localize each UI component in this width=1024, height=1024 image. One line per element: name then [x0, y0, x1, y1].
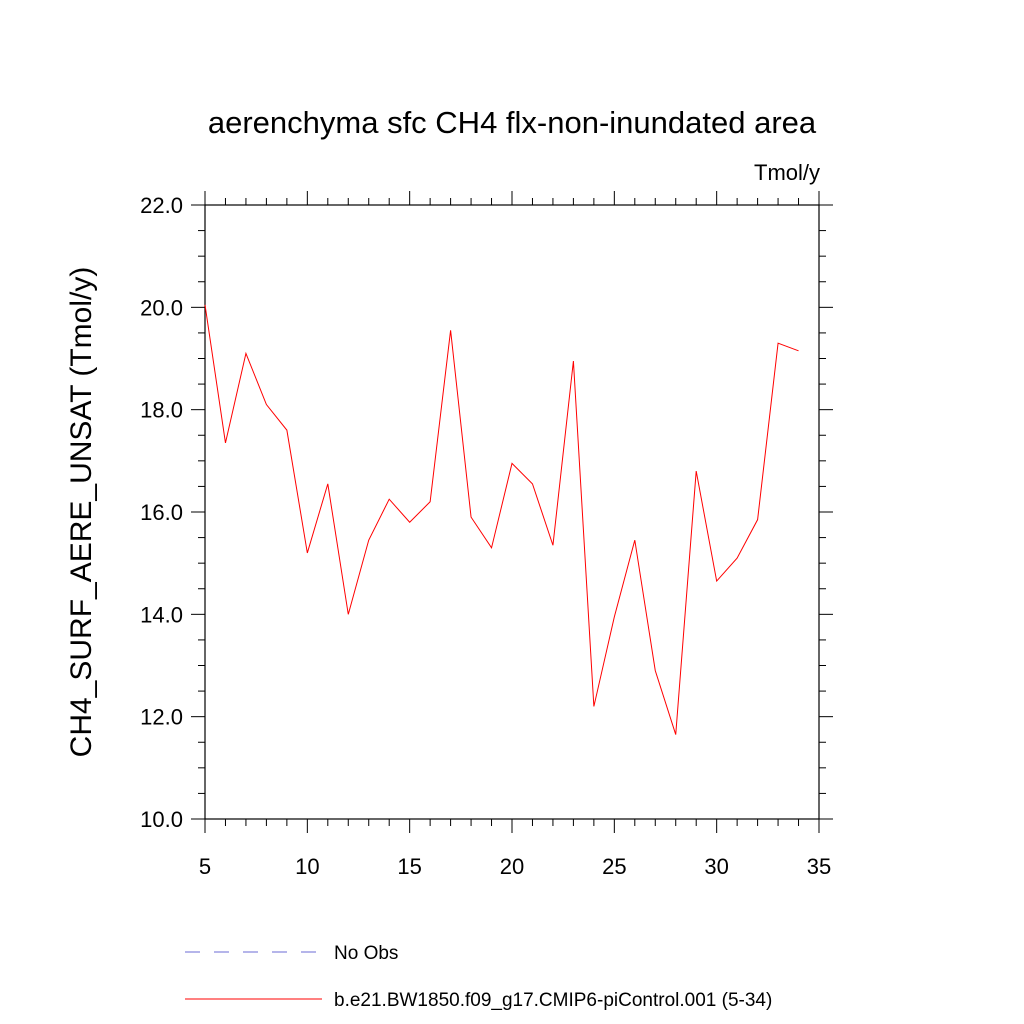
x-tick-label: 15: [397, 854, 421, 879]
y-tick-label: 22.0: [140, 193, 183, 218]
y-tick-label: 14.0: [140, 602, 183, 627]
series-line: [204, 304, 799, 735]
y-tick-label: 18.0: [140, 398, 183, 423]
y-tick-label: 16.0: [140, 500, 183, 525]
legend-label: No Obs: [334, 943, 398, 964]
legend-label: b.e21.BW1850.f09_g17.CMIP6-piControl.001…: [334, 990, 772, 1011]
y-tick-labels: 10.0 12.0 14.0 16.0 18.0 20.0 22.0: [140, 193, 183, 832]
x-tick-label: 10: [295, 854, 319, 879]
x-tick-label: 20: [500, 854, 524, 879]
x-tick-label: 5: [199, 854, 211, 879]
plot-frame: [204, 204, 820, 820]
y-axis-label: CH4_SURF_AERE_UNSAT (Tmol/y): [65, 267, 98, 758]
units-label: Tmol/y: [754, 160, 820, 185]
axis-ticks: [191, 191, 833, 833]
y-tick-label: 10.0: [140, 807, 183, 832]
data-series: [204, 304, 799, 735]
x-tick-label: 25: [602, 854, 626, 879]
y-tick-label: 20.0: [140, 295, 183, 320]
x-tick-label: 30: [704, 854, 728, 879]
x-tick-label: 35: [807, 854, 831, 879]
chart-title: aerenchyma sfc CH4 flx-non-inundated are…: [208, 105, 817, 140]
legend: No Obs b.e21.BW1850.f09_g17.CMIP6-piContr…: [185, 943, 772, 1011]
y-tick-label: 12.0: [140, 705, 183, 730]
x-tick-labels: 5 10 15 20 25 30 35: [199, 854, 831, 879]
